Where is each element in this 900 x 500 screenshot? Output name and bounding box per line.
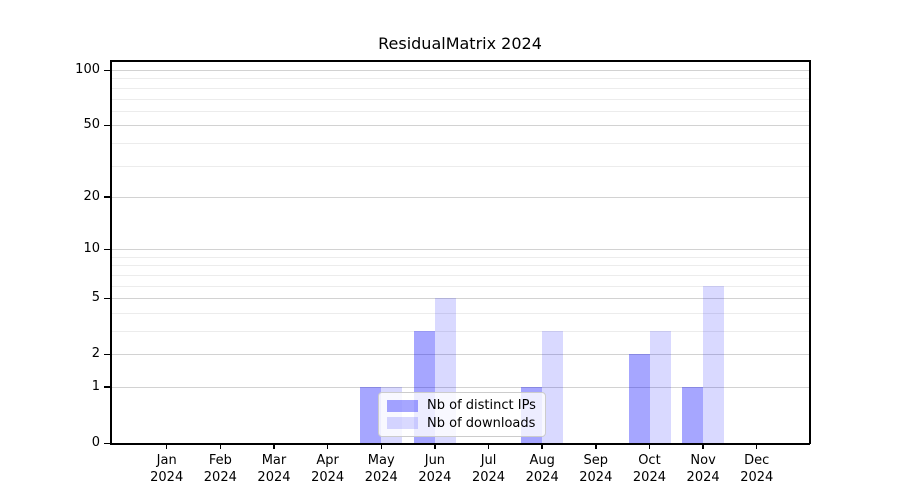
legend-swatch-distinct-ips xyxy=(387,399,418,412)
y-tick xyxy=(104,124,110,127)
x-tick-label: Feb 2024 xyxy=(203,453,237,485)
gridline-major xyxy=(110,354,810,356)
axis-spine-right xyxy=(809,60,811,444)
bar-nb-of-downloads-oct-2024 xyxy=(649,331,671,443)
y-tick xyxy=(104,69,110,71)
legend: Nb of distinct IPs Nb of downloads xyxy=(378,392,546,437)
y-tick xyxy=(104,353,110,356)
x-tick xyxy=(487,444,490,449)
gridline-minor xyxy=(110,87,810,89)
axis-spine-left xyxy=(110,60,112,444)
legend-item-distinct-ips: Nb of distinct IPs xyxy=(387,398,537,413)
gridline-minor xyxy=(110,331,810,332)
bar-nb-of-downloads-aug-2024 xyxy=(542,331,564,443)
x-tick xyxy=(273,444,275,449)
x-tick-label: Dec 2024 xyxy=(740,453,774,485)
x-tick-label: Jun 2024 xyxy=(418,453,452,485)
x-tick-label: Jul 2024 xyxy=(471,453,506,485)
y-tick-label: 1 xyxy=(91,378,100,394)
y-tick-label: 2 xyxy=(91,346,100,362)
gridline-minor xyxy=(110,110,810,112)
gridline-minor xyxy=(110,256,810,258)
gridline-minor xyxy=(110,142,810,144)
y-tick-label: 20 xyxy=(83,188,100,204)
y-tick xyxy=(104,386,110,388)
y-tick xyxy=(104,297,110,300)
x-tick xyxy=(595,444,597,449)
gridline-major xyxy=(110,249,810,251)
legend-label-distinct-ips: Nb of distinct IPs xyxy=(427,398,536,414)
x-tick-label: Sep 2024 xyxy=(579,453,613,485)
x-tick xyxy=(702,444,704,449)
gridline-minor xyxy=(110,78,810,80)
gridline-major xyxy=(110,387,810,388)
y-tick-label: 50 xyxy=(83,117,100,133)
x-tick-label: Mar 2024 xyxy=(257,453,291,485)
gridline-minor xyxy=(110,165,810,167)
y-tick-label: 100 xyxy=(75,62,100,77)
chart-title: ResidualMatrix 2024 xyxy=(378,34,542,53)
gridline-major xyxy=(110,196,810,198)
gridline-minor xyxy=(110,285,810,287)
y-tick-label: 10 xyxy=(83,241,100,257)
y-tick-label: 5 xyxy=(91,290,100,306)
x-tick xyxy=(434,444,436,449)
x-tick xyxy=(380,444,382,449)
bar-nb-of-distinct-ips-oct-2024 xyxy=(628,354,650,443)
x-tick xyxy=(648,444,651,449)
legend-item-downloads: Nb of downloads xyxy=(387,416,537,431)
x-tick xyxy=(326,444,329,449)
x-tick-label: Aug 2024 xyxy=(525,453,559,485)
legend-swatch-downloads xyxy=(387,417,418,430)
x-tick xyxy=(165,444,168,449)
gridline-minor xyxy=(110,312,810,314)
gridline-minor xyxy=(110,274,810,276)
x-tick-label: May 2024 xyxy=(364,453,398,485)
x-tick-label: Oct 2024 xyxy=(632,453,666,485)
y-tick xyxy=(104,196,110,198)
y-tick-label: 0 xyxy=(91,435,100,450)
x-tick xyxy=(219,444,222,449)
bar-nb-of-distinct-ips-may-2024 xyxy=(360,387,382,443)
gridline-minor xyxy=(110,98,810,100)
y-tick xyxy=(104,442,110,444)
legend-label-downloads: Nb of downloads xyxy=(427,415,536,431)
x-tick-label: Nov 2024 xyxy=(686,453,720,485)
x-tick-label: Apr 2024 xyxy=(311,453,345,485)
x-tick xyxy=(755,444,758,449)
x-tick xyxy=(541,444,543,449)
axis-spine-top xyxy=(110,60,810,62)
gridline-major xyxy=(110,298,810,300)
y-tick xyxy=(104,248,110,251)
gridline-major xyxy=(110,125,810,127)
bar-nb-of-distinct-ips-nov-2024 xyxy=(682,387,704,443)
bar-nb-of-downloads-nov-2024 xyxy=(703,285,725,443)
gridline-minor xyxy=(110,265,810,267)
x-tick-label: Jan 2024 xyxy=(150,453,184,485)
gridline-major xyxy=(110,70,810,71)
axis-spine-bottom xyxy=(110,442,810,445)
